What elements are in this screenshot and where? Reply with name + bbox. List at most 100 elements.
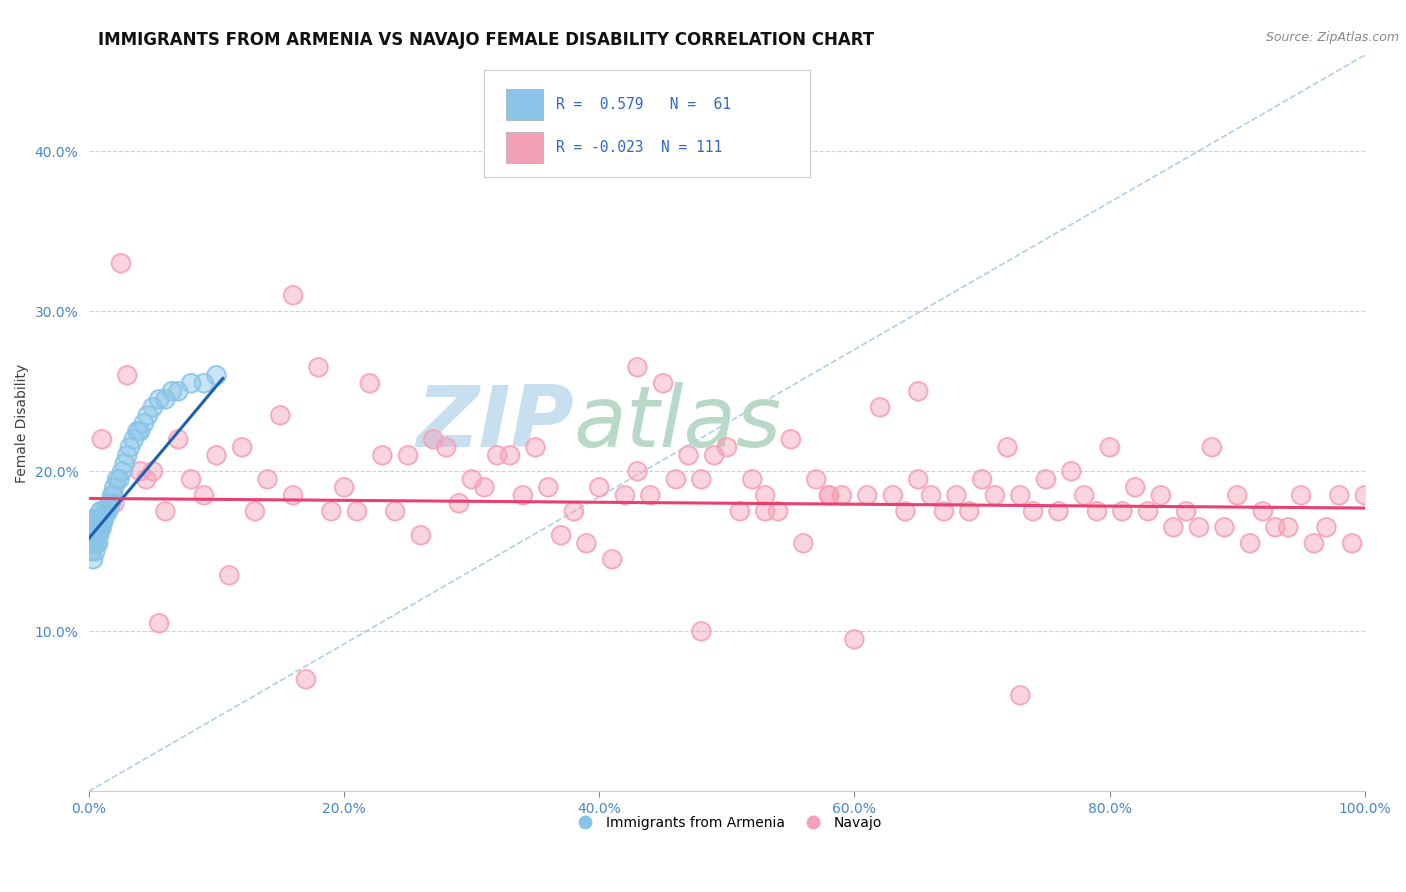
Point — [600, 552, 623, 566]
Text: R =  0.579   N =  61: R = 0.579 N = 61 — [555, 97, 731, 112]
Point — [86, 536, 108, 550]
Point — [87, 536, 110, 550]
Point — [1098, 440, 1121, 454]
Point — [638, 488, 661, 502]
Point — [84, 520, 107, 534]
Text: IMMIGRANTS FROM ARMENIA VS NAVAJO FEMALE DISABILITY CORRELATION CHART: IMMIGRANTS FROM ARMENIA VS NAVAJO FEMALE… — [98, 31, 875, 49]
Point — [766, 504, 789, 518]
Point — [1163, 520, 1185, 534]
Point — [281, 488, 304, 502]
Point — [91, 512, 114, 526]
Point — [91, 512, 114, 526]
Point — [396, 448, 419, 462]
Point — [205, 368, 228, 383]
Point — [160, 384, 183, 399]
Point — [562, 504, 585, 518]
Point — [690, 472, 713, 486]
Point — [920, 488, 942, 502]
Point — [79, 536, 101, 550]
Point — [110, 256, 132, 270]
Point — [180, 376, 202, 391]
Point — [678, 448, 700, 462]
Point — [83, 536, 105, 550]
Point — [652, 376, 675, 391]
Point — [90, 504, 112, 518]
Point — [114, 456, 136, 470]
Point — [434, 440, 457, 454]
Point — [1188, 520, 1211, 534]
Point — [1060, 464, 1083, 478]
Point — [82, 552, 104, 566]
Point — [460, 472, 482, 486]
Point — [1136, 504, 1159, 518]
Point — [1047, 504, 1070, 518]
Text: R = -0.023  N = 111: R = -0.023 N = 111 — [555, 140, 723, 154]
Text: ZIP: ZIP — [416, 382, 574, 465]
Point — [110, 256, 132, 270]
Point — [537, 480, 560, 494]
Point — [148, 392, 170, 407]
Point — [101, 488, 124, 502]
Point — [89, 504, 111, 518]
Point — [180, 376, 202, 391]
Point — [90, 520, 112, 534]
Point — [804, 472, 827, 486]
Point — [115, 368, 138, 383]
Point — [716, 440, 738, 454]
Point — [1035, 472, 1057, 486]
Point — [83, 520, 105, 534]
Point — [844, 632, 866, 647]
Point — [1123, 480, 1146, 494]
Point — [82, 528, 104, 542]
Point — [371, 448, 394, 462]
Point — [103, 496, 125, 510]
Point — [1010, 488, 1032, 502]
Point — [167, 432, 190, 446]
Point — [1010, 688, 1032, 702]
Point — [932, 504, 955, 518]
Point — [920, 488, 942, 502]
Text: atlas: atlas — [574, 382, 782, 465]
Point — [132, 416, 155, 430]
Point — [231, 440, 253, 454]
Point — [1341, 536, 1364, 550]
Point — [100, 496, 122, 510]
Point — [281, 488, 304, 502]
Point — [472, 480, 495, 494]
Point — [844, 632, 866, 647]
Point — [1289, 488, 1312, 502]
Point — [308, 360, 330, 375]
Point — [86, 520, 108, 534]
Point — [1213, 520, 1236, 534]
Point — [728, 504, 751, 518]
Point — [1201, 440, 1223, 454]
Point — [135, 472, 157, 486]
Point — [128, 464, 150, 478]
Point — [180, 472, 202, 486]
Point — [243, 504, 266, 518]
Point — [1201, 440, 1223, 454]
Point — [94, 504, 117, 518]
Point — [80, 528, 103, 542]
Point — [626, 464, 648, 478]
Point — [142, 401, 165, 415]
Point — [86, 536, 108, 550]
Point — [346, 504, 368, 518]
Point — [82, 512, 104, 526]
Point — [87, 528, 110, 542]
Point — [1302, 536, 1324, 550]
Point — [537, 480, 560, 494]
Point — [103, 480, 125, 494]
Point — [422, 432, 444, 446]
Point — [96, 504, 118, 518]
Point — [894, 504, 917, 518]
Point — [550, 528, 572, 542]
Point — [831, 488, 853, 502]
Point — [86, 528, 108, 542]
Point — [1010, 488, 1032, 502]
Point — [945, 488, 967, 502]
Legend: Immigrants from Armenia, Navajo: Immigrants from Armenia, Navajo — [565, 811, 887, 836]
Point — [1354, 488, 1376, 502]
Point — [87, 520, 110, 534]
Point — [486, 448, 509, 462]
